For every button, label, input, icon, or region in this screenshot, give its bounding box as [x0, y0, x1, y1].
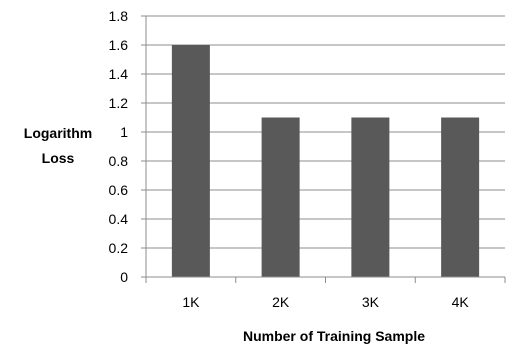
y-axis-title-line-2: Loss	[42, 150, 75, 166]
y-tick-labels: 0 0.2 0.4 0.6 0.8 1 1.2 1.4 1.6 1.8	[109, 8, 146, 285]
y-tick-label: 1.8	[109, 8, 129, 24]
x-tick-label: 2K	[272, 294, 290, 310]
y-tick-label: 0.6	[109, 182, 129, 198]
y-tick-label: 0.8	[109, 153, 129, 169]
y-tick-label: 1.6	[109, 37, 129, 53]
x-tick-label: 4K	[452, 294, 470, 310]
y-tick-label: 0.4	[109, 211, 129, 227]
bar-1K	[171, 45, 210, 277]
y-tick-label: 1.4	[109, 66, 129, 82]
x-axis-title: Number of Training Sample	[243, 328, 425, 344]
y-axis-title-line-1: Logarithm	[24, 125, 92, 141]
x-tick-label: 1K	[182, 294, 200, 310]
bar-4K	[441, 117, 480, 277]
bar-3K	[351, 117, 390, 277]
y-tick-label: 1.2	[109, 95, 129, 111]
y-tick-label: 1	[120, 124, 128, 140]
bar-2K	[261, 117, 300, 277]
x-tick-label: 3K	[362, 294, 380, 310]
bars	[171, 45, 480, 277]
y-tick-label: 0	[120, 269, 128, 285]
y-tick-label: 0.2	[109, 240, 129, 256]
x-tick-labels: 1K 2K 3K 4K	[182, 294, 469, 310]
axes	[145, 16, 506, 283]
